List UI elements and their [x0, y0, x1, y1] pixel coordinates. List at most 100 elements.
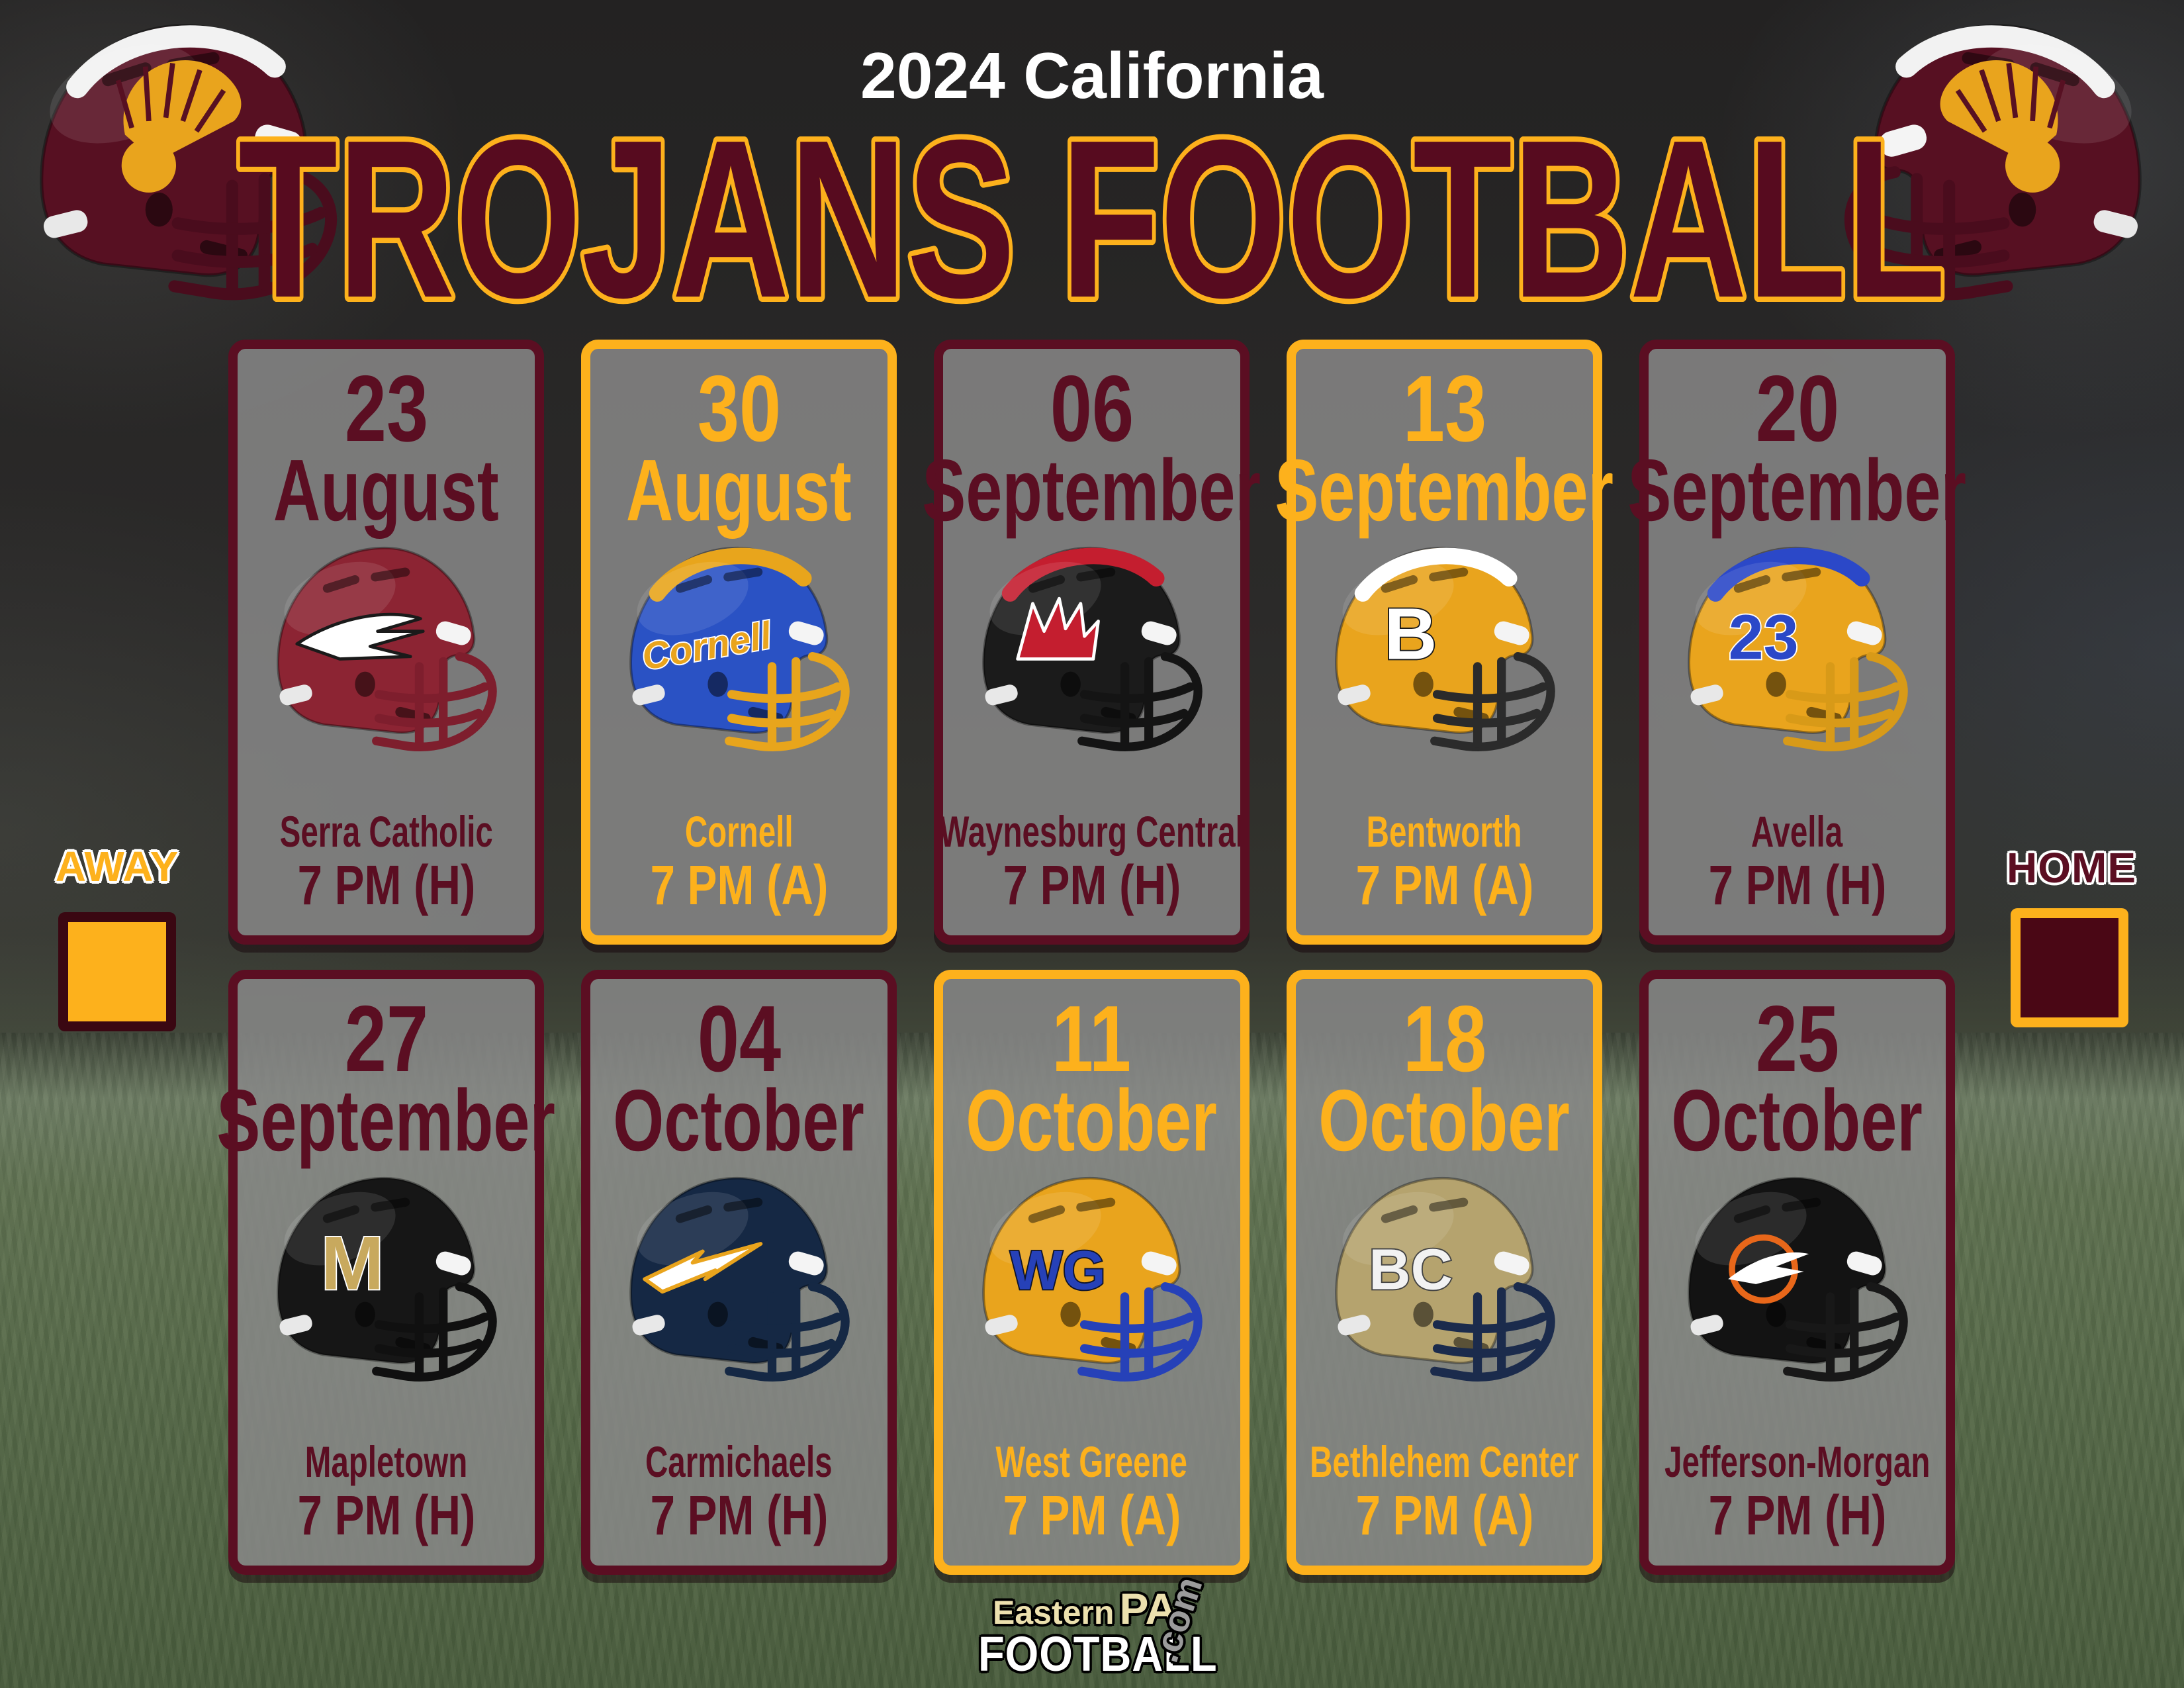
raider-head-emblem [1015, 597, 1100, 661]
game-card-bentworth: 13 September B Bentworth 7 PM (A) [1275, 340, 1614, 945]
game-day: 20 [1755, 356, 1839, 461]
game-day: 04 [697, 986, 781, 1092]
game-month: September [922, 441, 1261, 539]
helmet-ear-hole [707, 671, 728, 697]
helmet-shell [981, 1177, 1181, 1365]
helmet-front-bumper [254, 124, 302, 157]
game-day: 13 [1402, 356, 1486, 461]
helmet-facemask [1077, 652, 1203, 752]
easternpafootball-logo: Eastern PA FOOTBALL .com [978, 1572, 1218, 1684]
opponent-name: Cornell [684, 806, 794, 856]
trojans-helmet-left [9, 5, 367, 315]
helmet-front-bumper [435, 621, 471, 645]
game-card-mapletown: 27 September M Mapletown 7 PM (H) [217, 970, 555, 1575]
away-color-swatch [58, 912, 176, 1031]
logo-word-pa: PA [1119, 1584, 1177, 1633]
helmet-front-bumper [1141, 1251, 1177, 1276]
trojan-head-emblem [115, 60, 242, 193]
helmet-stripe [1354, 547, 1518, 602]
helmet-ear-hole [2009, 192, 2036, 227]
helmet-front-bumper [1494, 621, 1529, 645]
logo-word-football: FOOTBALL [978, 1626, 1218, 1681]
game-day: 25 [1755, 986, 1839, 1092]
helmet-facemask [724, 652, 850, 752]
game-month: October [1318, 1071, 1570, 1169]
home-legend-label: HOME [2007, 844, 2136, 892]
helmet-front-bumper [788, 1251, 824, 1276]
game-day: 30 [697, 356, 781, 461]
helmet-ear-hole [1765, 671, 1786, 697]
opponent-name: Jefferson-Morgan [1664, 1436, 1931, 1486]
game-time: 7 PM (H) [650, 1484, 828, 1546]
helmet-stripe [66, 25, 286, 99]
opponent-helmet: M [254, 1163, 519, 1393]
opponent-helmet: Cornell [607, 533, 872, 763]
opponent-name: Carmichaels [645, 1436, 833, 1486]
west-greene-helmet-image: WG [981, 1177, 1203, 1382]
helmet-facemask [371, 652, 497, 752]
helmet-shell [1334, 547, 1533, 735]
opponent-helmet [254, 533, 519, 763]
opponent-helmet: 23 [1665, 533, 1930, 763]
jefferson-morgan-helmet-image [1687, 1177, 1908, 1382]
helmet-ear-hole [1060, 1301, 1081, 1327]
game-day: 06 [1050, 356, 1134, 461]
eagle-wing-emblem [295, 613, 425, 661]
game-card-bethlehem-center: 18 October BC Bethlehem Center 7 PM (A) [1287, 970, 1602, 1575]
helmet-facemask [371, 1282, 497, 1382]
helmet-facemask [1430, 1282, 1555, 1382]
game-time: 7 PM (H) [297, 854, 475, 916]
game-time: 7 PM (H) [1708, 1484, 1886, 1546]
helmet-shell [629, 547, 828, 735]
helmet-stripe [1895, 25, 2115, 99]
game-month: October [966, 1071, 1218, 1169]
opponent-name: West Greene [995, 1436, 1188, 1486]
helmet-shell [276, 1177, 475, 1365]
game-day: 18 [1402, 986, 1486, 1092]
away-legend-label: AWAY [55, 843, 179, 890]
helmet-logo-text: 23 [1728, 603, 1798, 673]
game-month: August [626, 441, 852, 539]
game-card-carmichaels: 04 October Carmichaels 7 PM (H) [581, 970, 897, 1575]
helmet-stripe [1707, 547, 1870, 602]
helmet-facemask [1844, 166, 2013, 301]
rocket-emblem [1727, 1234, 1809, 1304]
game-time: 7 PM (A) [1003, 1484, 1181, 1546]
trojan-head-emblem [1940, 60, 2066, 193]
main-title: TROJANS FOOTBALL [238, 93, 1946, 331]
game-day: 11 [1052, 986, 1132, 1092]
opponent-name: Mapletown [304, 1436, 468, 1486]
game-time: 7 PM (H) [297, 1484, 475, 1546]
helmet-facemask [724, 1282, 850, 1382]
game-card-jefferson-morgan: 25 October Jefferson-Morgan 7 PM (H) [1639, 970, 1955, 1575]
opponent-name: Bethlehem Center [1310, 1436, 1579, 1486]
helmet-logo-text: BC [1369, 1237, 1453, 1302]
serra-catholic-helmet-image [276, 547, 497, 752]
game-day: 23 [344, 356, 428, 461]
helmet-facemask [1430, 652, 1555, 752]
helmet-front-bumper [1846, 1251, 1882, 1276]
game-month: August [273, 441, 499, 539]
carmichaels-helmet-image [629, 1177, 850, 1382]
helmet-facemask [1077, 1282, 1203, 1382]
helmet-front-bumper [1879, 124, 1927, 157]
helmet-front-bumper [1141, 621, 1177, 645]
opponent-name: Bentworth [1367, 806, 1522, 856]
helmet-ear-hole [1412, 671, 1433, 697]
home-color-swatch [2011, 908, 2128, 1027]
helmet-shell [1687, 547, 1886, 735]
helmet-shell [1334, 1177, 1533, 1365]
game-time: 7 PM (A) [1355, 854, 1533, 916]
cornell-helmet-image: Cornell [629, 547, 850, 752]
game-month: October [1671, 1071, 1923, 1169]
waynesburg-central-helmet-image [981, 547, 1203, 752]
helmet-stripe [1001, 547, 1165, 602]
helmet-shell [629, 1177, 828, 1365]
helmet-ear-hole [1765, 1301, 1786, 1327]
game-month: September [1275, 441, 1614, 539]
avella-helmet-image: 23 [1687, 547, 1908, 752]
helmet-logo-text: B [1384, 594, 1437, 675]
bentworth-helmet-image: B [1334, 547, 1555, 752]
helmet-facemask [1782, 1282, 1908, 1382]
trojans-helmet-right [1815, 5, 2172, 315]
